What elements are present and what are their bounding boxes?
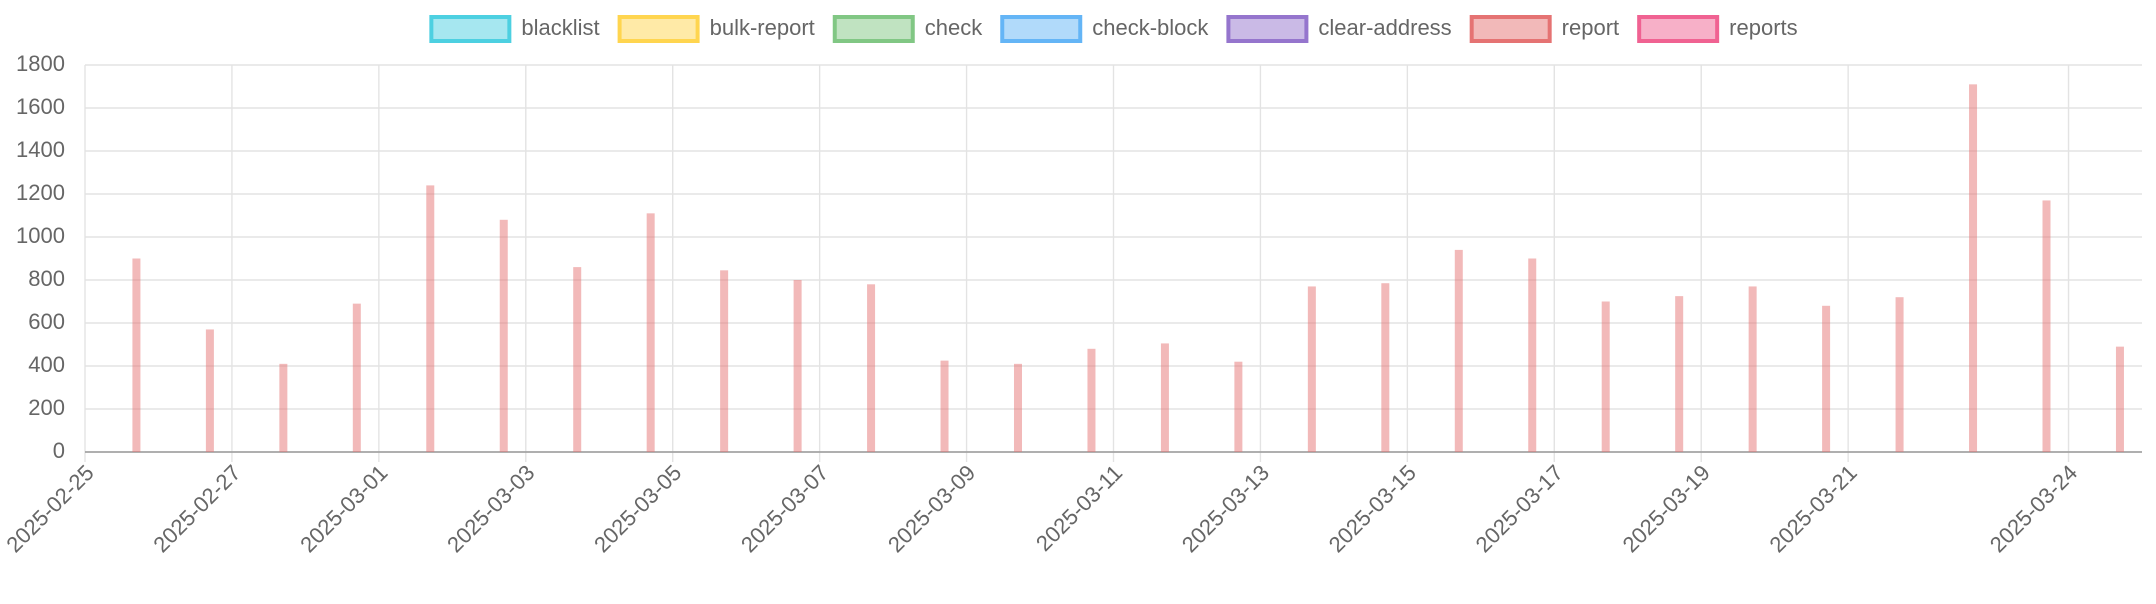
- y-tick-label: 1000: [16, 223, 65, 248]
- y-tick-label: 1600: [16, 94, 65, 119]
- bar: [352, 303, 361, 452]
- bar: [1822, 305, 1831, 452]
- bar: [793, 280, 802, 452]
- bar: [1601, 301, 1610, 452]
- legend-swatch: [429, 15, 512, 43]
- bar: [2115, 346, 2124, 452]
- legend-label: report: [1562, 15, 1619, 40]
- legend-swatch: [1469, 15, 1552, 43]
- x-tick-label: 2025-03-21: [1765, 460, 1862, 557]
- y-tick-label: 0: [53, 438, 65, 463]
- y-tick-label: 800: [28, 266, 65, 291]
- bar: [1160, 343, 1169, 452]
- y-tick-label: 1800: [16, 51, 65, 76]
- bar: [1748, 286, 1757, 452]
- legend-label: check: [925, 15, 983, 40]
- x-tick-label: 2025-03-09: [883, 460, 980, 557]
- bar: [1675, 296, 1684, 452]
- y-tick-label: 1400: [16, 137, 65, 162]
- bar: [2042, 200, 2051, 452]
- bar: [279, 363, 288, 452]
- x-tick-label: 2025-03-01: [295, 460, 392, 557]
- bar: [1895, 297, 1904, 452]
- y-tick-label: 400: [28, 352, 65, 377]
- legend-swatch: [1637, 15, 1720, 43]
- bar: [867, 284, 876, 452]
- y-tick-label: 200: [28, 395, 65, 420]
- x-tick-label: 2025-03-17: [1471, 460, 1568, 557]
- bar: [1454, 249, 1463, 452]
- bar: [1307, 286, 1316, 452]
- bar: [1528, 258, 1537, 452]
- x-tick-label: 2025-03-19: [1618, 460, 1715, 557]
- legend-swatch: [832, 15, 915, 43]
- legend-swatch: [617, 15, 700, 43]
- legend: blacklist bulk-report check check-block clea…: [429, 15, 1798, 43]
- bar: [1969, 84, 1978, 452]
- x-tick-label: 2025-03-07: [736, 460, 833, 557]
- x-tick-label: 2025-03-24: [1985, 460, 2082, 557]
- x-tick-label: 2025-03-05: [589, 460, 686, 557]
- legend-label: check-block: [1092, 15, 1209, 40]
- bar: [1013, 363, 1022, 452]
- bar: [1087, 348, 1096, 452]
- legend-label: clear-address: [1318, 15, 1451, 40]
- legend-label: blacklist: [521, 15, 599, 40]
- bar: [426, 185, 435, 452]
- bar: [1381, 283, 1390, 452]
- bar: [1234, 361, 1243, 452]
- x-tick-label: 2025-03-11: [1031, 460, 1127, 556]
- x-tick-label: 2025-03-13: [1177, 460, 1274, 557]
- legend-swatch: [1226, 15, 1309, 43]
- bar: [646, 213, 655, 452]
- x-tick-label: 2025-02-25: [1, 460, 98, 557]
- y-tick-label: 600: [28, 309, 65, 334]
- bar: [940, 360, 949, 452]
- bar: [132, 258, 141, 452]
- x-tick-label: 2025-03-03: [442, 460, 539, 557]
- legend-swatch: [1000, 15, 1083, 43]
- legend-label: reports: [1729, 15, 1797, 40]
- x-tick-label: 2025-03-15: [1324, 460, 1421, 557]
- bar: [573, 267, 582, 452]
- x-tick-label: 2025-02-27: [148, 460, 245, 557]
- y-tick-label: 1200: [16, 180, 65, 205]
- legend-label: bulk-report: [710, 15, 815, 40]
- bar: [205, 329, 214, 452]
- bar: [499, 219, 508, 452]
- bar: [720, 270, 729, 452]
